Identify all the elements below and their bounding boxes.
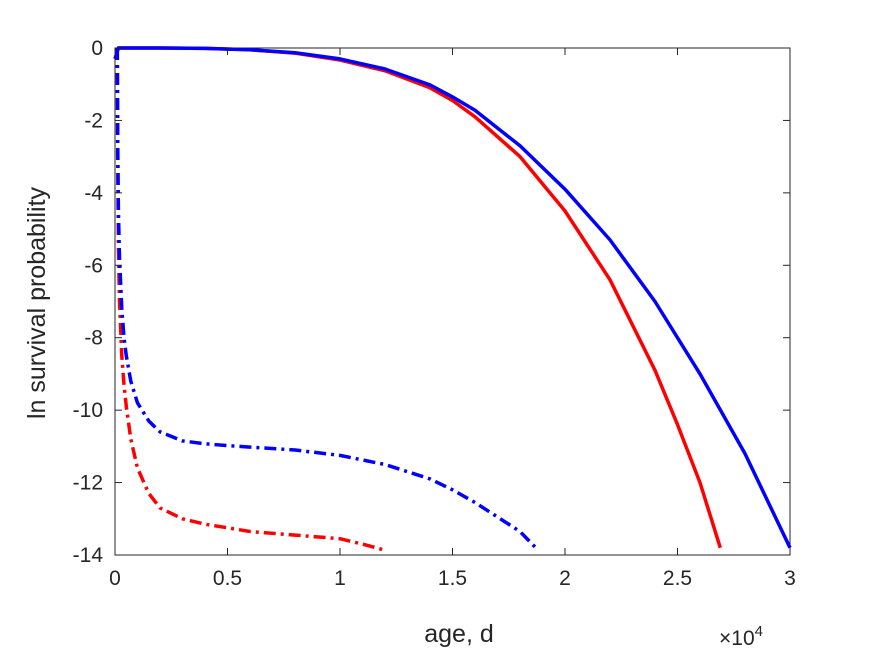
plot-frame <box>114 47 791 556</box>
x-tick-label: 0.5 <box>213 567 242 590</box>
y-tick-label: -4 <box>84 182 103 205</box>
series-line-4 <box>115 47 538 550</box>
y-tick-label: -2 <box>84 109 103 132</box>
series-layer <box>113 46 792 552</box>
plot-area <box>114 47 791 556</box>
y-tick-label: -10 <box>73 399 103 422</box>
x-tick-label: 3 <box>784 567 796 590</box>
x-tick-label: 1 <box>334 567 346 590</box>
x-exponent-base: ×10 <box>719 627 755 650</box>
x-tick-label: 2 <box>559 567 571 590</box>
x-tick-label: 1.5 <box>438 567 467 590</box>
series-line-3 <box>115 47 384 552</box>
y-tick-label: -12 <box>73 472 103 495</box>
ticks-layer: 0 0.5 1 1.5 2 2.5 3 0 -2 -4 -6 -8 -10 -12 -14 <box>73 37 796 590</box>
series-line-2 <box>113 46 792 549</box>
y-tick-label: -6 <box>84 254 103 277</box>
y-tick-label: -14 <box>73 544 104 567</box>
x-axis-label: age, d <box>424 620 494 648</box>
x-exponent-label: ×104 <box>719 623 763 650</box>
y-tick-label: -8 <box>84 327 103 350</box>
y-axis-label: ln survival probability <box>23 186 51 419</box>
x-tick-label: 2.5 <box>663 567 692 590</box>
x-tick-label: 0 <box>109 567 121 590</box>
y-tick-label: 0 <box>91 37 103 60</box>
x-exponent-power: 4 <box>755 623 763 640</box>
